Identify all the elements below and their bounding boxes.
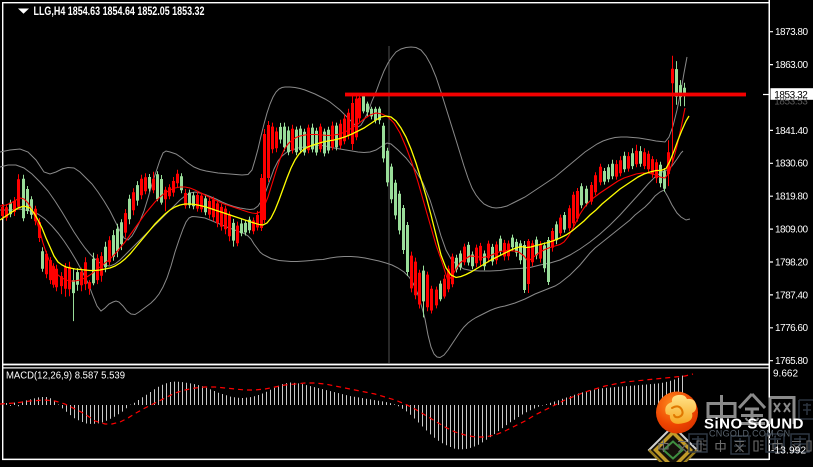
svg-text:1776.60: 1776.60 (775, 323, 808, 334)
svg-text:1765.80: 1765.80 (775, 356, 808, 367)
svg-text:1873.80: 1873.80 (775, 27, 808, 38)
svg-text:SiNO SOUND: SiNO SOUND (704, 416, 804, 433)
svg-text:1809.00: 1809.00 (775, 225, 808, 236)
svg-text:1853.53: 1853.53 (774, 97, 808, 108)
svg-text:1819.80: 1819.80 (775, 192, 808, 203)
svg-text:LLG,H4 1854.63 1854.64 1852.0: LLG,H4 1854.63 1854.64 1852.05 1853.32 (34, 6, 205, 18)
svg-text:9.662: 9.662 (773, 369, 798, 380)
svg-text:1830.60: 1830.60 (775, 159, 808, 170)
svg-text:1863.00: 1863.00 (775, 60, 808, 71)
svg-text:1841.40: 1841.40 (775, 126, 808, 137)
svg-text:MACD(12,26,9) 8.587 5.539: MACD(12,26,9) 8.587 5.539 (6, 371, 125, 382)
svg-text:1787.40: 1787.40 (775, 290, 808, 301)
svg-text:-13.992: -13.992 (771, 446, 806, 457)
svg-text:1798.20: 1798.20 (775, 257, 808, 268)
